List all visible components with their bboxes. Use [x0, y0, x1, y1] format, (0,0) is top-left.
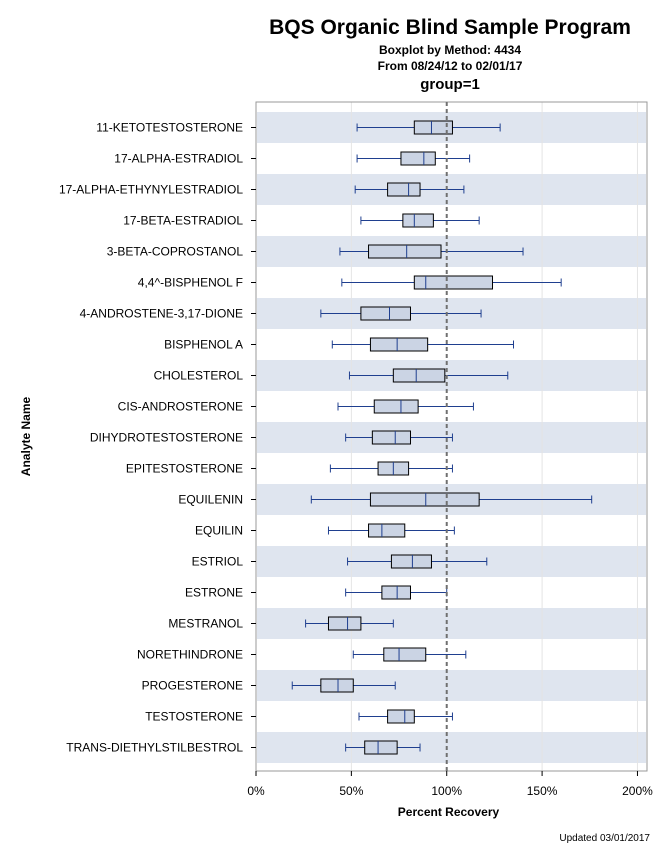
analyte-label: DIHYDROTESTOSTERONE [90, 431, 243, 445]
iqr-box [364, 740, 398, 755]
iqr-box [413, 120, 453, 135]
analyte-label: 17-ALPHA-ESTRADIOL [114, 152, 243, 166]
analyte-label: MESTRANOL [168, 617, 243, 631]
iqr-box [320, 678, 354, 693]
x-tick-label: 200% [622, 784, 653, 798]
iqr-box [368, 244, 442, 259]
analyte-label: 3-BETA-COPROSTANOL [107, 245, 244, 259]
iqr-box [390, 554, 432, 569]
analyte-label: EPITESTOSTERONE [126, 462, 243, 476]
analyte-label: ESTRONE [185, 586, 243, 600]
analyte-label: 4-ANDROSTENE-3,17-DIONE [80, 307, 243, 321]
analyte-label: EQUILENIN [178, 493, 243, 507]
x-tick-label: 0% [247, 784, 265, 798]
iqr-box [381, 585, 411, 600]
iqr-box [392, 368, 446, 383]
iqr-box [402, 213, 434, 228]
x-tick-label: 150% [527, 784, 558, 798]
analyte-label: 17-ALPHA-ETHYNYLESTRADIOL [59, 183, 243, 197]
iqr-box [387, 709, 415, 724]
y-axis-title: Analyte Name [19, 396, 33, 476]
iqr-box [413, 275, 494, 290]
iqr-box [387, 182, 421, 197]
updated-footer: Updated 03/01/2017 [559, 833, 650, 844]
chart-subtitle-method: Boxplot by Method: 4434 [378, 43, 521, 57]
iqr-box [368, 523, 406, 538]
row-band [257, 732, 646, 763]
analyte-label: TRANS-DIETHYLSTILBESTROL [66, 741, 243, 755]
x-tick-label: 100% [431, 784, 462, 798]
chart-title: BQS Organic Blind Sample Program [269, 16, 631, 39]
group-label: group=1 [420, 76, 480, 93]
plot-frame [255, 101, 648, 772]
x-tick-label: 50% [339, 784, 363, 798]
iqr-box [327, 616, 362, 631]
iqr-box [400, 151, 436, 166]
analyte-label: TESTOSTERONE [145, 710, 243, 724]
analyte-label: 4,4^-BISPHENOL F [138, 276, 243, 290]
iqr-box [371, 430, 411, 445]
x-axis-title: Percent Recovery [398, 805, 500, 819]
analyte-label: CHOLESTEROL [154, 369, 244, 383]
iqr-box [369, 337, 429, 352]
analyte-label: PROGESTERONE [142, 679, 243, 693]
iqr-box [383, 647, 427, 662]
analyte-label: BISPHENOL A [164, 338, 243, 352]
analyte-label: 11-KETOTESTOSTERONE [96, 121, 243, 135]
analyte-label: EQUILIN [195, 524, 243, 538]
iqr-box [360, 306, 411, 321]
analyte-label: NORETHINDRONE [137, 648, 243, 662]
analyte-label: CIS-ANDROSTERONE [118, 400, 243, 414]
iqr-box [373, 399, 419, 414]
analyte-label: 17-BETA-ESTRADIOL [123, 214, 243, 228]
chart-subtitle-daterange: From 08/24/12 to 02/01/17 [377, 59, 523, 73]
analyte-label: ESTRIOL [192, 555, 244, 569]
iqr-box [369, 492, 480, 507]
